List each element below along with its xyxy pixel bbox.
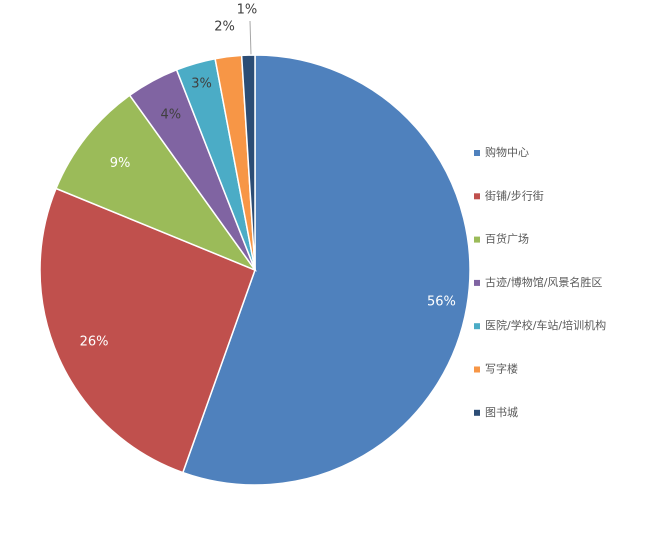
data-label: 2%	[214, 19, 235, 34]
pie-slice	[181, 54, 471, 486]
legend-swatch	[474, 323, 480, 330]
data-label: 56%	[427, 295, 456, 310]
data-label: 4%	[161, 108, 182, 123]
data-label: 26%	[80, 334, 109, 349]
legend-swatch	[474, 150, 480, 156]
legend-label: 购物中心	[485, 145, 529, 159]
legend-label: 写字楼	[485, 362, 518, 376]
legend-swatch	[474, 236, 480, 243]
legend-label: 古迹/博物馆/风景名胜区	[485, 275, 602, 289]
pie-slice	[39, 187, 256, 474]
legend-swatch	[474, 279, 480, 286]
legend-swatch	[474, 193, 480, 200]
data-label: 1%	[237, 2, 258, 17]
legend-swatch	[474, 409, 480, 416]
legend-label: 街铺/步行街	[485, 188, 544, 202]
leader-line	[249, 20, 252, 56]
legend-label: 图书城	[485, 406, 518, 419]
pie-slice	[55, 94, 258, 272]
data-label: 9%	[110, 156, 131, 171]
pie-slice	[240, 54, 256, 271]
data-label: 3%	[191, 77, 212, 92]
legend-label: 医院/学校/车站/培训机构	[485, 318, 606, 332]
legend-label: 百货广场	[485, 232, 529, 246]
legend-swatch	[474, 366, 480, 373]
